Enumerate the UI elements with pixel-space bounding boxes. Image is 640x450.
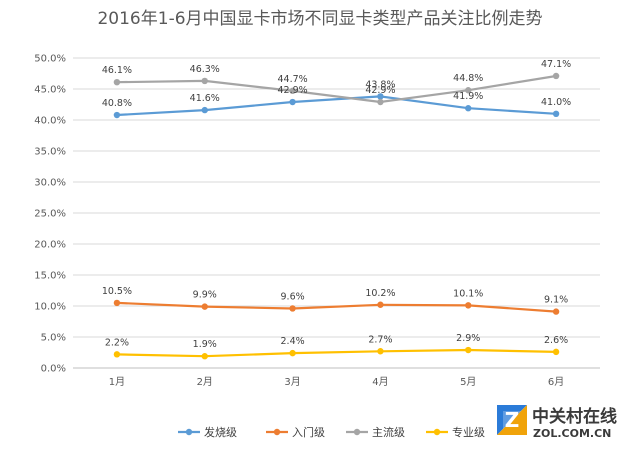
- data-label: 10.1%: [453, 288, 483, 299]
- y-tick-label: 15.0%: [34, 271, 66, 282]
- data-label: 2.9%: [456, 333, 480, 344]
- gridlines: [73, 57, 600, 369]
- x-tick-label: 1月: [109, 376, 125, 388]
- data-label: 46.3%: [190, 64, 220, 75]
- data-point: [289, 305, 296, 312]
- data-point: [377, 301, 384, 308]
- y-tick-label: 45.0%: [34, 85, 66, 96]
- series-line: [115, 95, 558, 117]
- data-label: 1.9%: [193, 339, 217, 350]
- chart-title: 2016年1-6月中国显卡市场不同显卡类型产品关注比例走势: [97, 9, 542, 29]
- data-label: 40.8%: [102, 98, 132, 109]
- data-label: 9.6%: [281, 291, 305, 302]
- series-line: [115, 301, 558, 313]
- data-point: [113, 299, 121, 307]
- data-label: 44.8%: [453, 73, 483, 84]
- data-point: [113, 78, 121, 86]
- zol-logo-letter: Z: [505, 408, 520, 432]
- watermark-name: 中关村在线: [532, 406, 617, 427]
- x-tick-label: 3月: [284, 376, 300, 388]
- data-label: 9.9%: [193, 290, 217, 301]
- data-point: [465, 105, 472, 112]
- data-label: 41.6%: [190, 93, 220, 104]
- legend-item: 入门级: [266, 425, 325, 439]
- data-label: 46.1%: [102, 65, 132, 76]
- legend-item: 专业级: [426, 425, 485, 439]
- x-axis-ticks: 1月 2月 3月 4月 5月 6月: [109, 376, 565, 388]
- data-point: [201, 77, 208, 85]
- series-line: [115, 74, 558, 104]
- series-lines: [115, 74, 558, 358]
- data-point: [552, 110, 560, 118]
- data-point: [552, 308, 560, 315]
- x-tick-label: 5月: [460, 376, 476, 388]
- legend-item: 发烧级: [178, 425, 237, 439]
- data-point: [113, 351, 121, 358]
- legend-marker: [353, 428, 361, 436]
- y-axis-ticks: 0.0% 5.0% 10.0% 15.0% 20.0% 25.0% 30.0% 35.0% 40…: [34, 54, 66, 375]
- y-tick-label: 20.0%: [34, 240, 66, 251]
- data-point: [465, 346, 472, 354]
- data-labels: 40.8% 41.6%42.9%43.8%41.9%41.0%10.5% 9.9% 9…: [102, 59, 571, 350]
- data-label: 42.9%: [365, 85, 395, 96]
- zol-logo-icon: Z: [497, 405, 527, 435]
- data-point: [465, 87, 472, 94]
- data-label: 42.9%: [277, 85, 307, 96]
- data-label: 41.0%: [541, 97, 571, 108]
- x-tick-label: 2月: [197, 376, 213, 388]
- legend-label: 主流级: [372, 425, 405, 439]
- data-point: [552, 348, 560, 356]
- y-tick-label: 35.0%: [34, 147, 66, 158]
- y-tick-label: 10.0%: [34, 302, 66, 313]
- data-point: [377, 98, 384, 106]
- data-label: 2.4%: [281, 336, 305, 347]
- legend-label: 专业级: [452, 425, 485, 439]
- data-point: [377, 93, 384, 100]
- data-point: [552, 72, 560, 80]
- data-label: 44.7%: [277, 74, 307, 85]
- y-tick-label: 40.0%: [34, 116, 66, 127]
- legend-label: 入门级: [292, 425, 325, 439]
- data-point: [289, 98, 296, 106]
- legend-label: 发烧级: [204, 425, 237, 439]
- data-point: [201, 106, 208, 114]
- data-point: [377, 348, 384, 355]
- legend-marker: [185, 428, 193, 436]
- data-point: [201, 353, 208, 360]
- watermark-domain: ZOL.COM.CN: [533, 427, 611, 440]
- legend-marker: [273, 428, 281, 436]
- data-point: [113, 111, 121, 119]
- y-tick-label: 25.0%: [34, 209, 66, 220]
- y-tick-label: 30.0%: [34, 178, 66, 189]
- data-point: [465, 302, 472, 309]
- data-label: 2.2%: [105, 337, 129, 348]
- data-point: [201, 303, 208, 310]
- data-label: 2.6%: [544, 335, 568, 346]
- series-points: [113, 72, 560, 360]
- data-label: 10.5%: [102, 286, 132, 297]
- data-label: 9.1%: [544, 295, 568, 306]
- watermark: Z 中关村在线 ZOL.COM.CN: [497, 405, 617, 440]
- x-tick-label: 4月: [372, 376, 388, 388]
- series-line: [115, 348, 558, 358]
- data-point: [289, 349, 296, 357]
- legend-marker: [433, 428, 441, 436]
- y-tick-label: 0.0%: [41, 364, 66, 375]
- data-label: 2.7%: [368, 334, 392, 345]
- data-label: 47.1%: [541, 59, 571, 70]
- y-tick-label: 50.0%: [34, 54, 66, 65]
- x-tick-label: 6月: [548, 376, 564, 388]
- legend-item: 主流级: [346, 425, 405, 439]
- data-label: 43.8%: [365, 79, 395, 90]
- data-label: 41.9%: [453, 91, 483, 102]
- data-label: 10.2%: [365, 288, 395, 299]
- legend: 发烧级 入门级 主流级 专业级: [178, 425, 485, 439]
- data-point: [289, 87, 296, 95]
- y-tick-label: 5.0%: [41, 333, 66, 344]
